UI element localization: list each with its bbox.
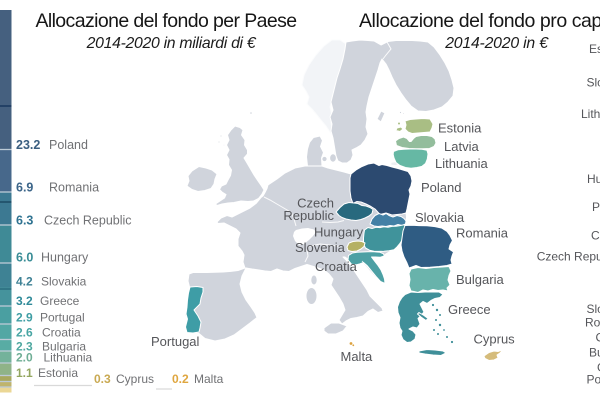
svg-text:Slovakia: Slovakia — [41, 275, 87, 289]
svg-text:6.0: 6.0 — [16, 251, 33, 265]
svg-text:Croatia: Croatia — [42, 326, 81, 340]
svg-text:2014-2020 in miliardi di €: 2014-2020 in miliardi di € — [86, 35, 257, 52]
svg-text:2.3: 2.3 — [16, 340, 33, 354]
svg-text:Croatia: Croatia — [315, 259, 358, 274]
svg-text:23.2: 23.2 — [16, 138, 40, 152]
svg-text:Greece: Greece — [448, 302, 491, 317]
svg-text:Romania: Romania — [49, 181, 99, 195]
svg-text:Malta: Malta — [194, 372, 224, 386]
svg-text:1.1: 1.1 — [16, 366, 33, 380]
svg-text:Latvia: Latvia — [444, 139, 479, 154]
svg-text:Slovakia: Slovakia — [415, 210, 465, 225]
svg-text:Cyprus: Cyprus — [474, 332, 516, 347]
svg-text:Slovenia: Slovenia — [295, 240, 346, 255]
svg-text:Croatia: Croatia — [591, 229, 600, 243]
svg-text:Portugal: Portugal — [40, 311, 85, 325]
svg-text:Lithuania: Lithuania — [435, 156, 489, 171]
svg-text:Cyprus: Cyprus — [596, 331, 600, 345]
svg-text:6.9: 6.9 — [16, 181, 33, 195]
svg-text:3.2: 3.2 — [16, 294, 33, 308]
svg-text:4.2: 4.2 — [16, 275, 33, 289]
svg-text:2.6: 2.6 — [16, 326, 33, 340]
svg-text:Slovenia: Slovenia — [587, 302, 600, 316]
svg-text:Bulgaria: Bulgaria — [456, 272, 504, 287]
svg-text:0.2: 0.2 — [172, 372, 189, 386]
svg-text:Hungary: Hungary — [587, 172, 600, 186]
svg-text:Hungary: Hungary — [314, 225, 364, 240]
svg-text:Romania: Romania — [456, 226, 509, 241]
svg-text:Allocazione del fondo pro capi: Allocazione del fondo pro capite — [359, 10, 600, 32]
svg-text:Allocazione del fondo per Paes: Allocazione del fondo per Paese — [35, 10, 296, 32]
svg-text:Lithuania: Lithuania — [44, 351, 93, 365]
svg-text:Greece: Greece — [40, 294, 80, 308]
svg-text:Portugal: Portugal — [151, 334, 200, 349]
svg-text:Estonia: Estonia — [38, 366, 78, 380]
svg-text:Portugal: Portugal — [587, 373, 600, 387]
svg-text:Poland: Poland — [592, 200, 600, 214]
svg-text:Czech Republic: Czech Republic — [44, 214, 132, 228]
svg-text:Poland: Poland — [421, 180, 461, 195]
svg-text:0.3: 0.3 — [94, 372, 111, 386]
svg-text:Poland: Poland — [49, 138, 88, 152]
svg-text:Cyprus: Cyprus — [116, 372, 154, 386]
svg-text:Romania: Romania — [585, 316, 600, 330]
svg-text:Hungary: Hungary — [41, 251, 89, 265]
svg-text:Greece: Greece — [597, 361, 600, 375]
svg-text:2.9: 2.9 — [16, 311, 33, 325]
svg-text:Estonia: Estonia — [589, 42, 600, 56]
svg-text:Lithuania: Lithuania — [581, 107, 600, 121]
svg-text:2.0: 2.0 — [16, 351, 33, 365]
svg-text:Bulgaria: Bulgaria — [589, 346, 600, 360]
svg-text:Slovakia: Slovakia — [587, 76, 600, 90]
svg-text:2014-2020 in €: 2014-2020 in € — [444, 35, 549, 52]
svg-text:Bulgaria: Bulgaria — [42, 340, 86, 354]
svg-text:Malta: Malta — [341, 349, 374, 364]
svg-text:Czech: Czech — [297, 196, 334, 211]
svg-text:Estonia: Estonia — [438, 121, 482, 136]
svg-text:Republic: Republic — [283, 208, 334, 223]
svg-text:6.3: 6.3 — [16, 214, 33, 228]
svg-text:Czech Republic: Czech Republic — [537, 250, 600, 264]
